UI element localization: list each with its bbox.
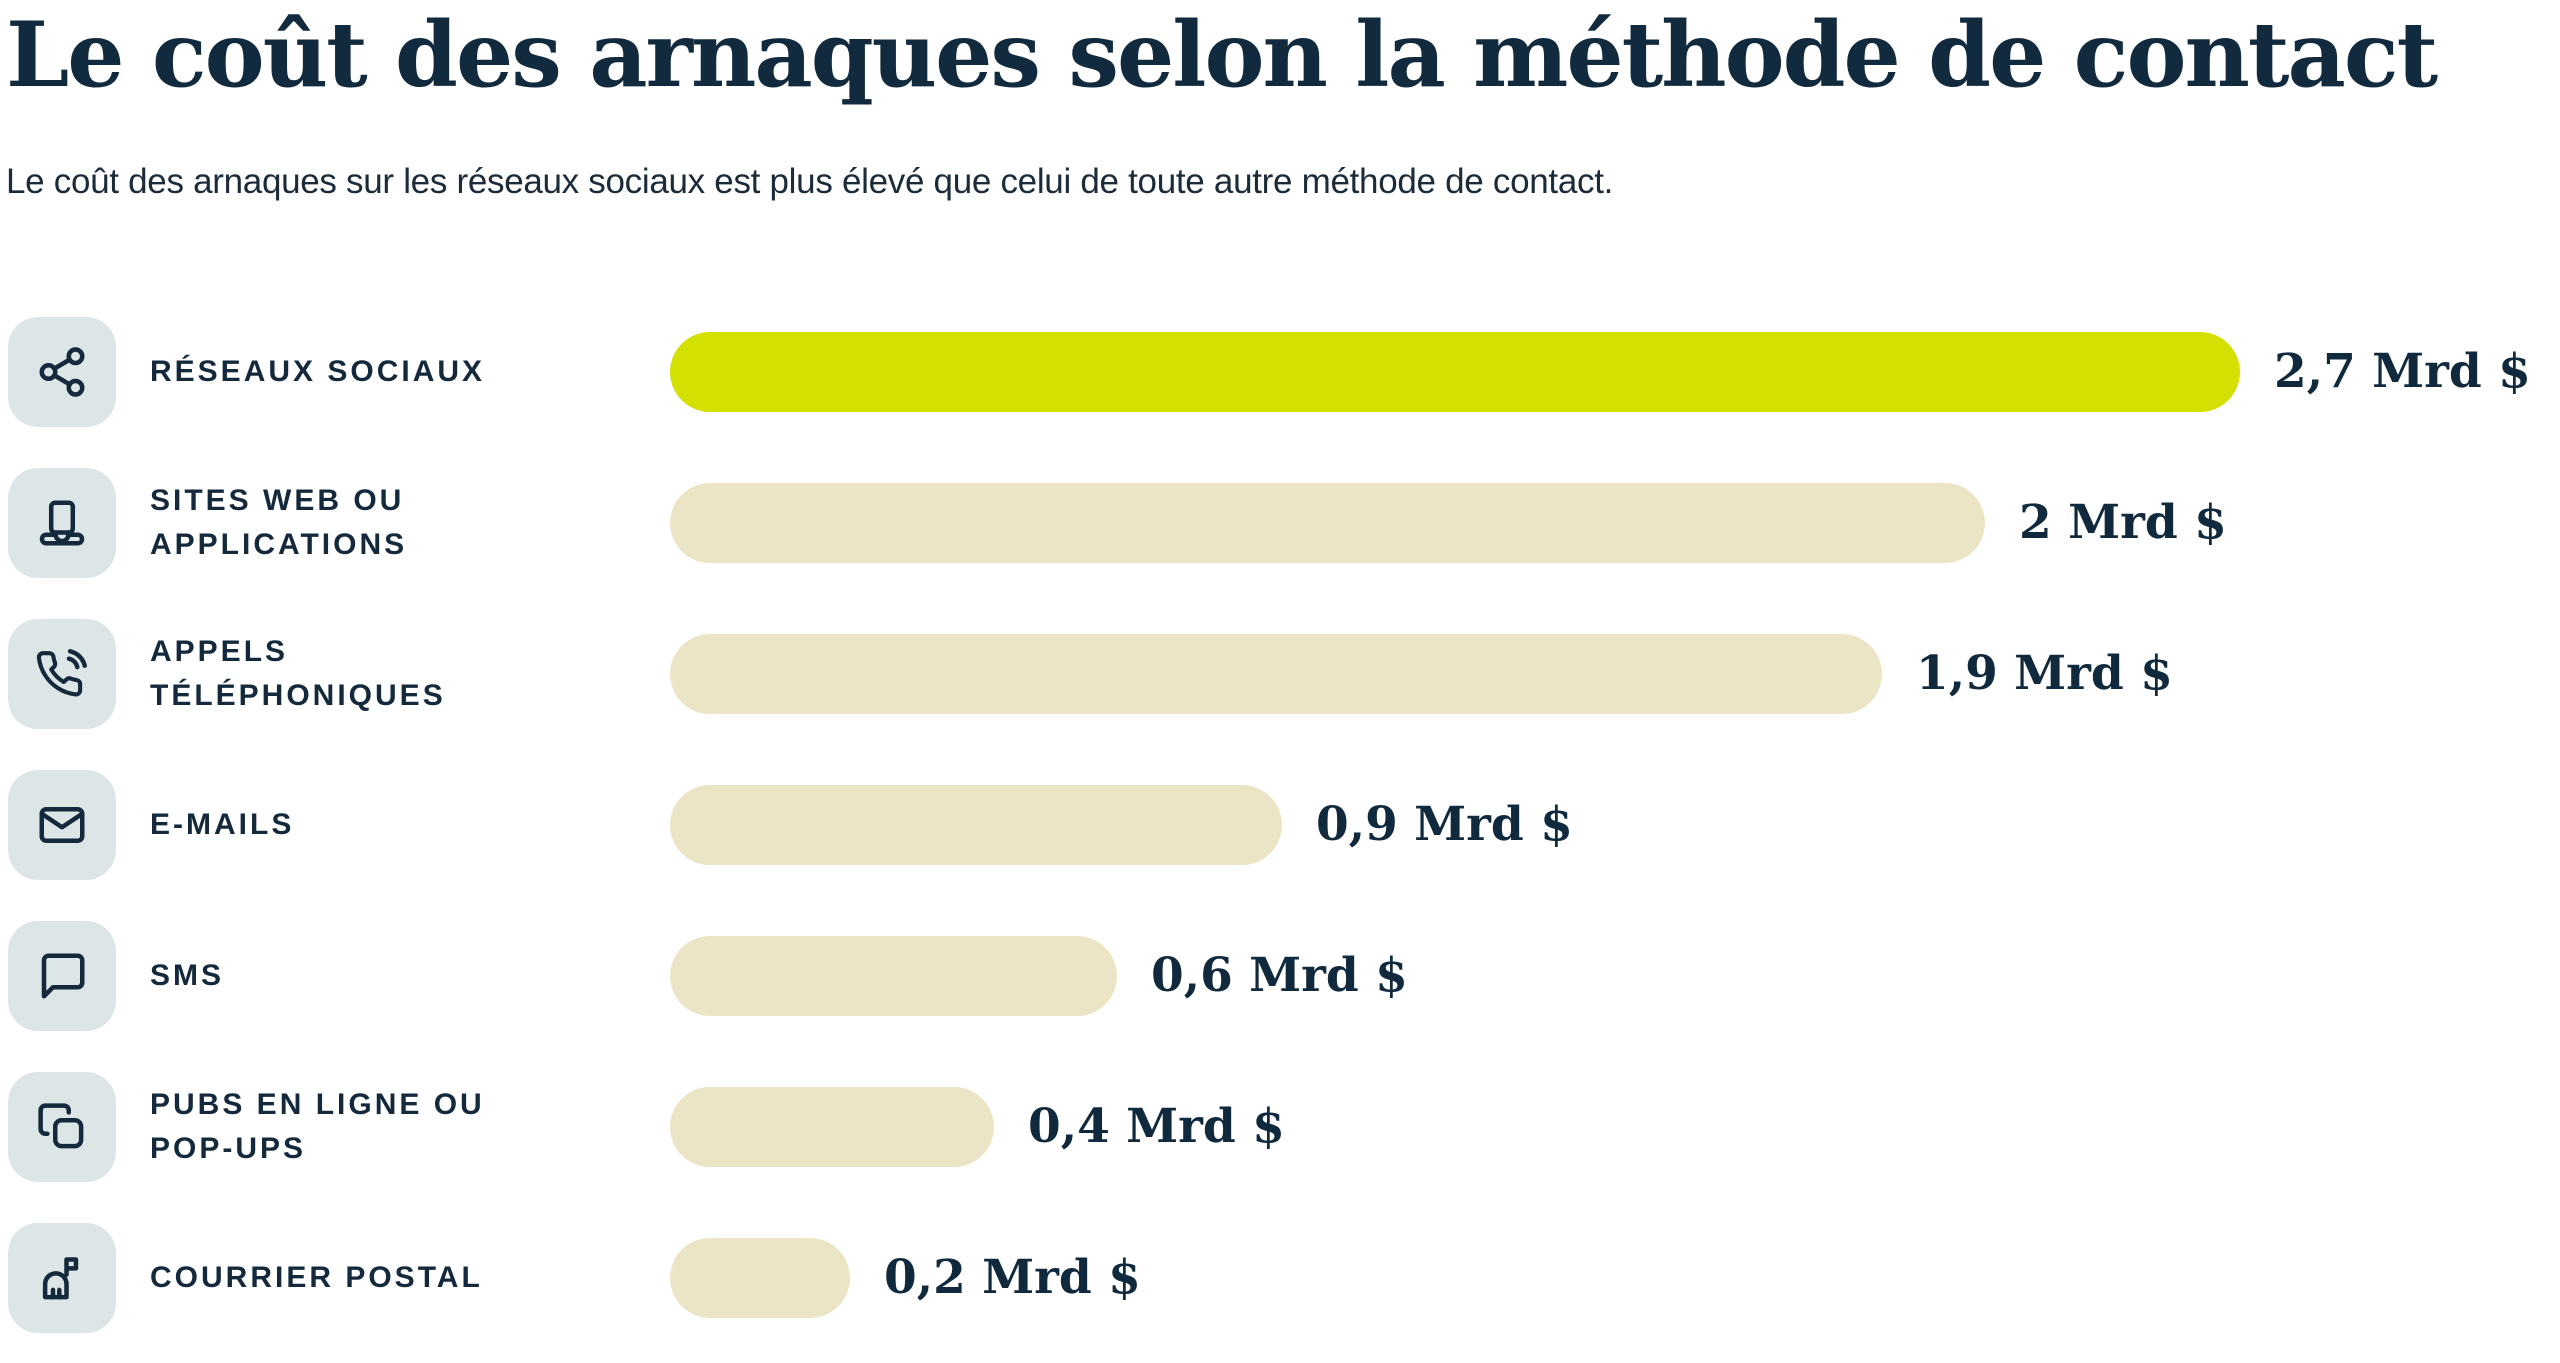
value-label: 2 Mrd $ [2019,495,2227,550]
chart-row-reseaux-sociaux: RÉSEAUX SOCIAUX 2,7 Mrd $ [0,296,2560,447]
bar-reseaux-sociaux [670,331,2240,412]
value-label: 0,6 Mrd $ [1151,948,1408,1003]
page-title: Le coût des arnaques selon la méthode de… [6,2,2438,108]
chart-row-appels: APPELS TÉLÉPHONIQUES 1,9 Mrd $ [0,598,2560,749]
category-label: RÉSEAUX SOCIAUX [150,354,486,388]
category-label: COURRIER POSTAL [150,1260,483,1294]
message-bubble-icon [41,953,85,998]
share-icon [39,346,85,397]
bar-pubs [670,1086,994,1167]
bar-appels [670,633,1882,714]
icon-tile [8,920,116,1031]
bar-sms [670,935,1117,1016]
icon-tile [8,1071,116,1182]
category-label: APPELS TÉLÉPHONIQUES [150,635,446,712]
value-label: 0,9 Mrd $ [1316,797,1573,852]
copy-popup-icon [38,1102,84,1148]
chart-row-emails: E-MAILS 0,9 Mrd $ [0,749,2560,900]
category-label: SITES WEB OU APPLICATIONS [150,484,408,561]
icon-tile [8,769,116,880]
icon-tile [8,467,116,578]
page-subtitle: Le coût des arnaques sur les réseaux soc… [6,161,1614,201]
icon-tile [8,316,116,427]
icon-tile [8,618,116,729]
value-label: 2,7 Mrd $ [2274,344,2531,399]
bar-sites-web [670,482,1985,563]
value-label: 0,2 Mrd $ [884,1250,1141,1305]
category-label: SMS [150,958,225,992]
chart-row-courrier: COURRIER POSTAL 0,2 Mrd $ [0,1202,2560,1353]
chart-row-sms: SMS 0,6 Mrd $ [0,900,2560,1051]
icon-tile [8,1222,116,1333]
chart-row-sites-web: SITES WEB OU APPLICATIONS 2 Mrd $ [0,447,2560,598]
bar-chart: RÉSEAUX SOCIAUX 2,7 Mrd $ SITES WEB OU A… [0,296,2560,1353]
category-label: PUBS EN LIGNE OU POP-UPS [150,1088,485,1165]
bar-courrier [670,1237,850,1318]
mail-icon [39,806,85,843]
phone-call-icon [36,648,87,696]
mailbox-icon [42,1256,79,1299]
category-label: E-MAILS [150,807,295,841]
value-label: 1,9 Mrd $ [1916,646,2173,701]
value-label: 0,4 Mrd $ [1028,1099,1285,1154]
bar-emails [670,784,1282,865]
chart-row-pubs: PUBS EN LIGNE OU POP-UPS 0,4 Mrd $ [0,1051,2560,1202]
laptop-icon [39,500,85,545]
